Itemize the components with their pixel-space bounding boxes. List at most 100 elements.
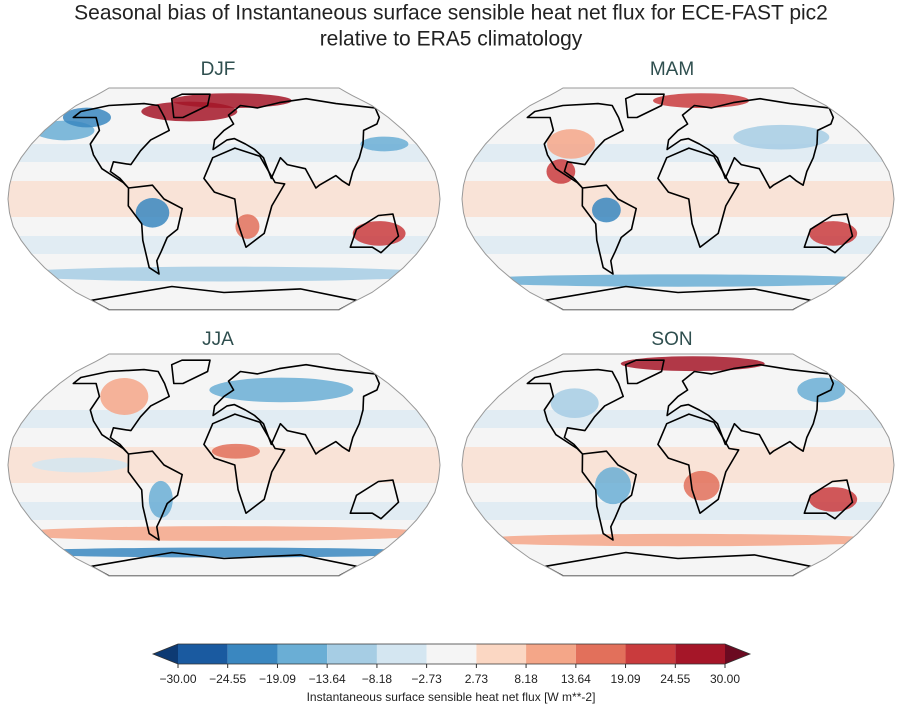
- colorbar-bin: [476, 644, 527, 664]
- bias-region: [8, 526, 440, 541]
- bias-region: [462, 533, 894, 547]
- bias-region: [211, 443, 260, 459]
- coastline: [203, 413, 286, 514]
- coastline: [90, 551, 358, 576]
- panel-title: JJA: [202, 329, 234, 350]
- coastline: [72, 368, 170, 455]
- coastline: [170, 359, 211, 385]
- coastline: [170, 93, 211, 119]
- bias-region: [683, 470, 720, 501]
- colorbar-tick-label: 30.00: [710, 672, 740, 686]
- coastline: [581, 184, 637, 275]
- bias-region: [32, 457, 128, 473]
- bias-region: [733, 124, 830, 150]
- coastline: [90, 285, 358, 310]
- map-border: [7, 353, 441, 577]
- bias-region: [809, 221, 858, 246]
- coastline: [349, 479, 400, 520]
- coastline: [212, 97, 381, 189]
- colorbar-tick-label: −24.55: [209, 672, 246, 686]
- coastline: [803, 479, 854, 520]
- panel-title: MAM: [650, 59, 694, 80]
- colorbar-bin: [327, 644, 377, 664]
- map-border: [7, 87, 441, 311]
- colorbar-extend-high: [725, 644, 750, 664]
- colorbar-tick-label: −2.73: [411, 672, 442, 686]
- tropical-band: [462, 181, 894, 217]
- bias-region: [8, 266, 440, 282]
- map-border: [461, 353, 895, 577]
- colorbar-extend-low: [153, 644, 178, 664]
- coastline: [203, 147, 286, 248]
- colorbar-bin: [178, 644, 228, 664]
- bias-region: [171, 93, 292, 109]
- colorbar-bin: [575, 644, 626, 664]
- tropical-band: [8, 181, 440, 217]
- bias-region: [148, 480, 173, 518]
- tropical-band: [462, 447, 894, 483]
- map-panel: [8, 354, 440, 576]
- colorbar-tick-label: 2.73: [465, 672, 489, 686]
- bias-region: [547, 129, 596, 159]
- bias-region: [8, 547, 440, 558]
- bias-region: [550, 388, 599, 419]
- coastline: [666, 97, 835, 189]
- map-panel: [8, 88, 440, 310]
- colorbar-bin: [227, 644, 278, 664]
- coastline: [544, 285, 812, 310]
- map-panel: [462, 88, 894, 310]
- coastline: [657, 147, 740, 248]
- coastline: [127, 450, 183, 541]
- coastline: [526, 102, 624, 189]
- bias-region: [620, 356, 765, 372]
- subtropic-band: [8, 502, 440, 520]
- bias-region: [591, 197, 621, 223]
- bias-region: [360, 136, 409, 152]
- colorbar-bin: [426, 644, 477, 664]
- colorbar-bin: [277, 644, 328, 664]
- colorbar-tick-label: 13.64: [561, 672, 591, 686]
- colorbar-tick-label: −8.18: [362, 672, 393, 686]
- coastline: [544, 551, 812, 576]
- colorbar-bin: [526, 644, 576, 664]
- bias-region: [462, 274, 894, 287]
- colorbar-tick-label: −30.00: [159, 672, 196, 686]
- subtropic-band: [462, 502, 894, 520]
- bias-region: [797, 377, 846, 403]
- colorbar-tick-label: 24.55: [660, 672, 690, 686]
- panel-title: SON: [651, 329, 692, 350]
- subtropic-band: [8, 236, 440, 254]
- coastline: [624, 359, 665, 385]
- coastline: [72, 102, 170, 189]
- coastline: [349, 213, 400, 254]
- panel-title: DJF: [201, 59, 236, 80]
- colorbar-label: Instantaneous surface sensible heat net …: [307, 690, 596, 704]
- coastline: [624, 93, 665, 119]
- subtropic-band: [462, 236, 894, 254]
- map-panel: [462, 354, 894, 576]
- coastline: [803, 213, 854, 254]
- coastline: [127, 184, 183, 275]
- colorbar-bin: [376, 644, 427, 664]
- figure-title: Seasonal bias of Instantaneous surface s…: [74, 2, 828, 25]
- bias-region: [809, 487, 858, 512]
- coastline: [657, 413, 740, 514]
- colorbar-tick-label: −13.64: [309, 672, 346, 686]
- coastline: [581, 450, 637, 541]
- bias-region: [135, 197, 170, 228]
- colorbar-bin: [625, 644, 676, 664]
- figure-title: relative to ERA5 climatology: [320, 28, 583, 51]
- coastline: [212, 363, 381, 455]
- bias-region: [352, 221, 406, 246]
- map-border: [461, 87, 895, 311]
- colorbar-bin: [675, 644, 725, 664]
- bias-region: [100, 377, 149, 415]
- bias-region: [209, 377, 354, 403]
- colorbar-tick-label: 19.09: [611, 672, 641, 686]
- colorbar-tick-label: −19.09: [259, 672, 296, 686]
- bias-region: [595, 467, 632, 505]
- coastline: [666, 363, 835, 455]
- colorbar-tick-label: 8.18: [514, 672, 538, 686]
- coastline: [526, 368, 624, 455]
